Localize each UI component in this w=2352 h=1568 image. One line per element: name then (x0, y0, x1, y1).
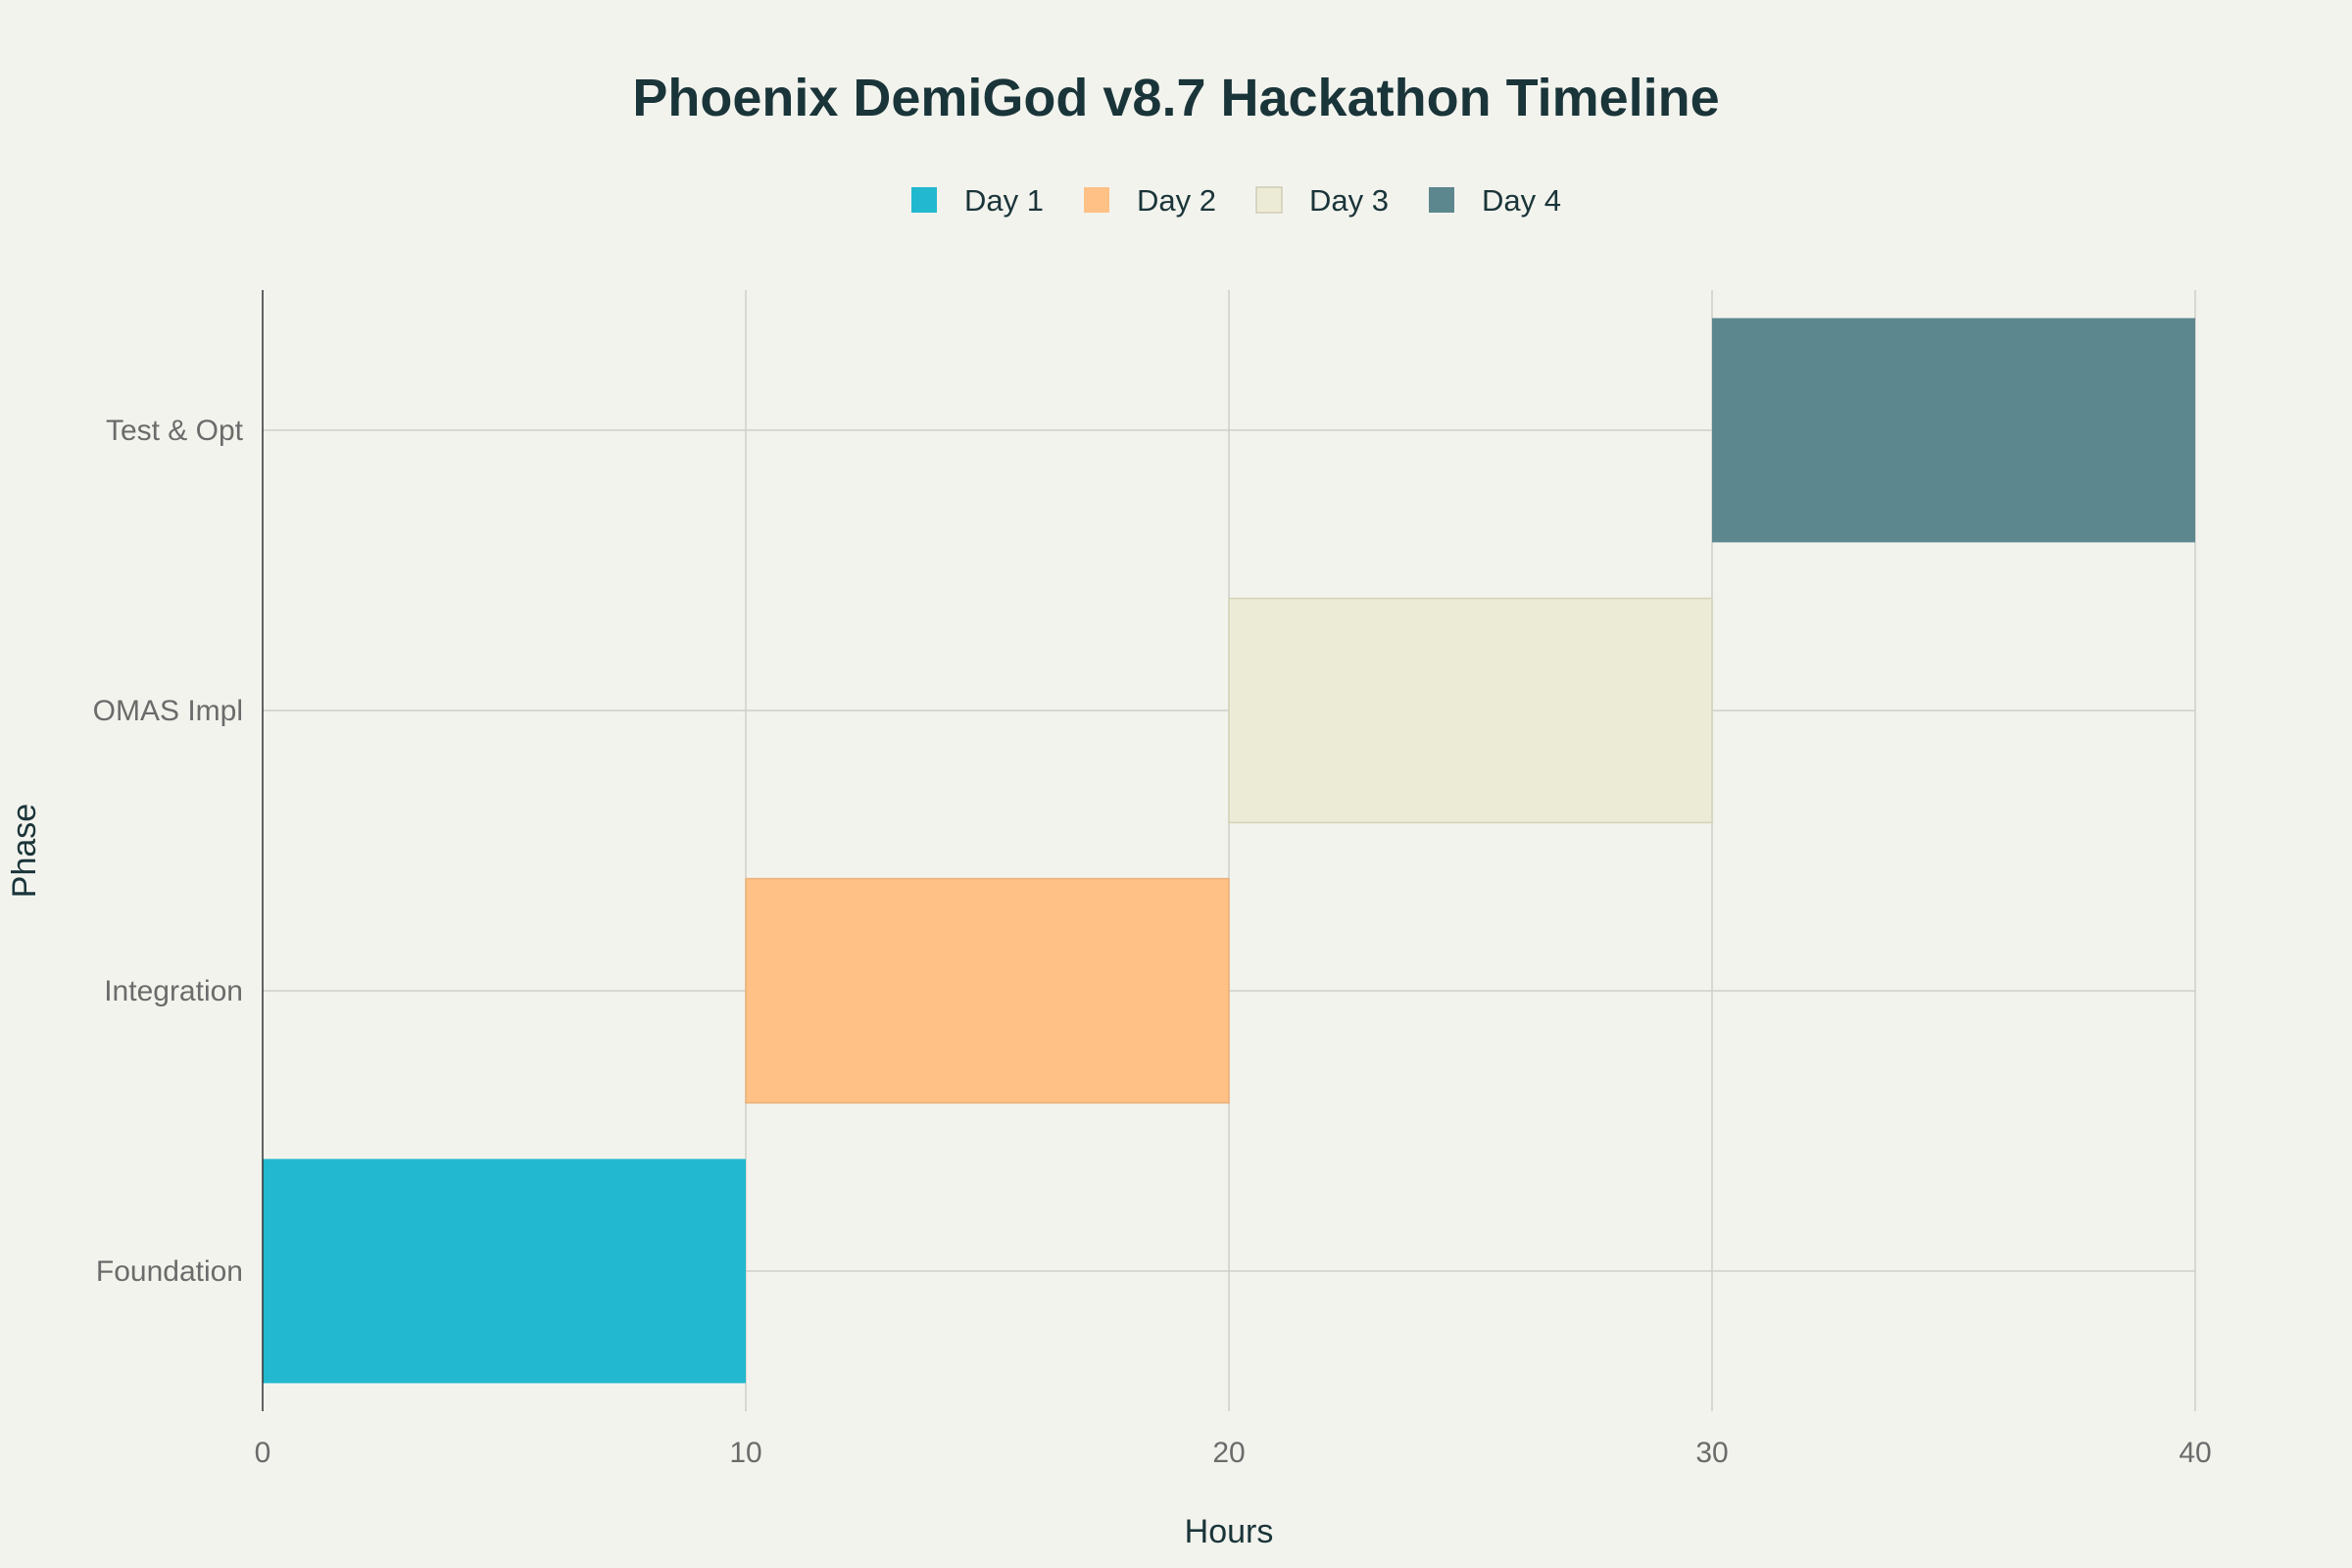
bars (263, 318, 2195, 1384)
legend-item-day-4[interactable]: Day 4 (1429, 183, 1561, 218)
legend-label: Day 3 (1309, 183, 1389, 218)
bar-day-2[interactable] (745, 877, 1230, 1104)
x-tick-label: 10 (729, 1437, 761, 1469)
y-axis-title: Phase (6, 804, 43, 898)
y-tick-label: Foundation (96, 1255, 243, 1288)
x-tick-label: 20 (1212, 1437, 1245, 1469)
legend-swatch (911, 187, 937, 213)
x-tick-label: 30 (1695, 1437, 1728, 1469)
y-axis-ticks: Foundation Integration OMAS Impl Test & Opt (93, 415, 244, 1288)
legend-item-day-1[interactable]: Day 1 (911, 183, 1044, 218)
legend-label: Day 1 (964, 183, 1044, 218)
legend-swatch (1255, 186, 1283, 214)
bar-day-4[interactable] (1712, 318, 2195, 543)
x-axis-title: Hours (1185, 1513, 1274, 1550)
legend-item-day-2[interactable]: Day 2 (1084, 183, 1216, 218)
y-tick-label: Test & Opt (106, 415, 244, 447)
legend-item-day-3[interactable]: Day 3 (1255, 183, 1389, 218)
legend-swatch (1429, 187, 1454, 213)
x-tick-label: 40 (2179, 1437, 2211, 1469)
y-tick-label: Integration (104, 975, 243, 1007)
legend-label: Day 4 (1482, 183, 1561, 218)
bar-day-1[interactable] (263, 1158, 746, 1384)
chart-title: Phoenix DemiGod v8.7 Hackathon Timeline (632, 69, 1719, 127)
y-tick-label: OMAS Impl (93, 695, 243, 727)
legend-label: Day 2 (1137, 183, 1216, 218)
x-axis-ticks: 0 10 20 30 40 (255, 1437, 2212, 1469)
x-tick-label: 0 (255, 1437, 271, 1469)
legend: Day 1 Day 2 Day 3 Day 4 (911, 183, 1561, 218)
bar-day-3[interactable] (1228, 597, 1713, 824)
legend-swatch (1084, 187, 1109, 213)
